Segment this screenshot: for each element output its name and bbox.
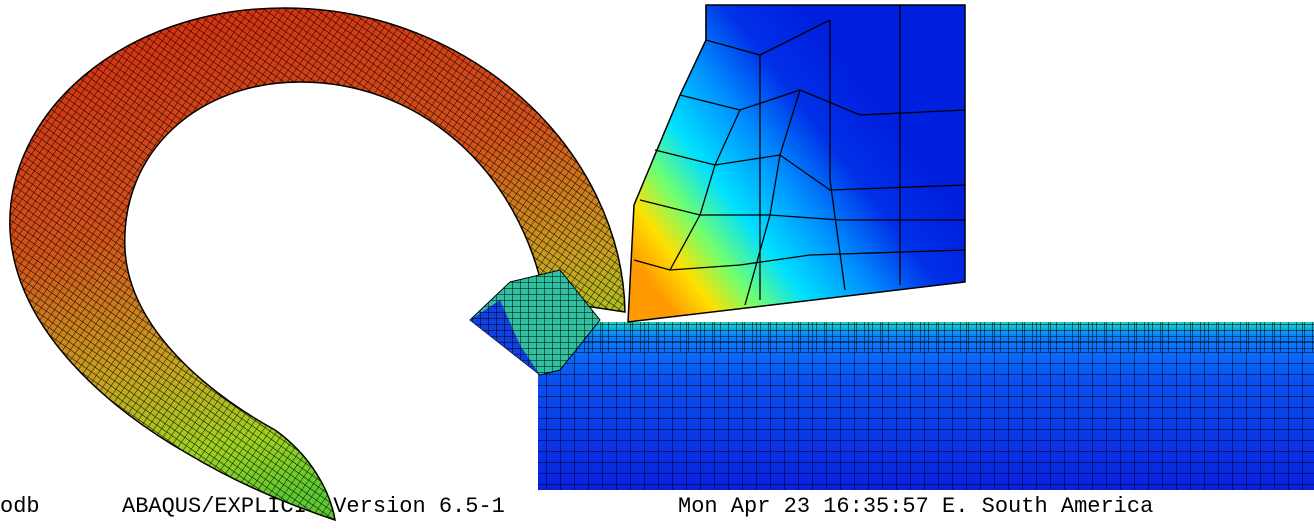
workpiece [538, 322, 1314, 490]
chip [10, 8, 625, 520]
tool [628, 5, 965, 322]
footer: odb ABAQUS/EXPLICIT Version 6.5-1 Mon Ap… [0, 494, 1153, 519]
file-name: odb [0, 494, 40, 519]
timestamp: Mon Apr 23 16:35:57 E. South America [678, 494, 1153, 519]
viewport: odb ABAQUS/EXPLICIT Version 6.5-1 Mon Ap… [0, 0, 1314, 529]
